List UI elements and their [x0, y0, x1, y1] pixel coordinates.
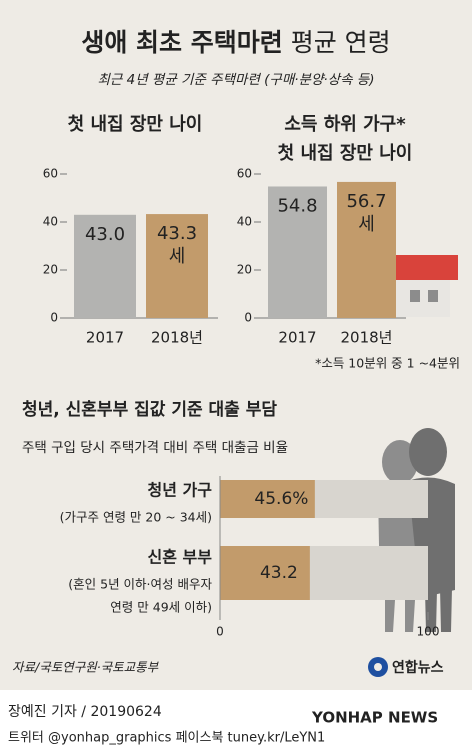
title-main: 생애 최초 주택마련: [81, 28, 282, 57]
chart-title: 소득 하위 가구*: [284, 114, 406, 135]
bar: [337, 181, 396, 318]
y-tick-label: 20: [43, 263, 58, 277]
chart-title: 첫 내집 장만 나이: [68, 114, 203, 135]
footer-background: [0, 690, 472, 750]
x-tick-label: 100: [417, 625, 440, 639]
x-tick-label: 0: [216, 625, 224, 639]
category-label: 신혼 부부: [148, 548, 213, 567]
y-tick-label: 40: [237, 215, 252, 229]
bar: [146, 214, 208, 318]
bar: [220, 546, 310, 600]
unit-label: 세: [358, 214, 375, 235]
chart-title: 청년, 신혼부부 집값 기준 대출 부담: [22, 399, 277, 420]
value-label: 43.0: [85, 224, 125, 245]
y-tick-label: 0: [50, 311, 58, 325]
chart-subtitle: 주택 구입 당시 주택가격 대비 주택 대출금 비율: [22, 440, 288, 456]
x-tick-label: 2018년: [341, 329, 393, 347]
watermark: YONHAP NEWS: [311, 709, 438, 727]
category-label: 청년 가구: [148, 481, 213, 500]
bar: [268, 186, 327, 318]
value-label: 45.6%: [254, 489, 308, 509]
y-tick-label: 60: [43, 167, 58, 181]
category-note: 연령 만 49세 이하): [110, 600, 212, 615]
value-label: 54.8: [277, 195, 317, 216]
y-tick-label: 60: [237, 167, 252, 181]
footnote: *소득 10분위 중 1 ~4분위: [315, 356, 460, 371]
subtitle: 최근 4년 평균 기준 주택마련 (구매·분양·상속 등): [97, 72, 374, 88]
bar: [220, 480, 315, 518]
category-note: (가구주 연령 만 20 ~ 34세): [60, 510, 212, 525]
source: 자료/국토연구원·국토교통부: [12, 660, 160, 675]
x-tick-label: 2018년: [151, 329, 203, 347]
value-label: 43.2: [260, 563, 298, 583]
value-label: 43.3: [157, 223, 197, 244]
y-tick-label: 0: [244, 311, 252, 325]
value-label: 56.7: [346, 191, 386, 212]
title: 생애 최초 주택마련 평균 연령: [81, 28, 390, 57]
byline: 장예진 기자 / 20190624: [8, 704, 162, 720]
social: 트위터 @yonhap_graphics 페이스북 tuney.kr/LeYN1: [8, 731, 325, 746]
x-tick-label: 2017: [86, 329, 124, 347]
title-rest: 평균 연령: [291, 28, 391, 57]
chart-title: 첫 내집 장만 나이: [278, 143, 413, 164]
unit-label: 세: [169, 246, 186, 267]
y-tick-label: 20: [237, 263, 252, 277]
bar: [74, 214, 136, 318]
logo-text: 연합뉴스: [392, 659, 444, 676]
logo: 연합뉴스: [368, 657, 444, 677]
y-tick-label: 40: [43, 215, 58, 229]
category-note: (혼인 5년 이하·여성 배우자: [68, 577, 212, 592]
x-tick-label: 2017: [278, 329, 316, 347]
